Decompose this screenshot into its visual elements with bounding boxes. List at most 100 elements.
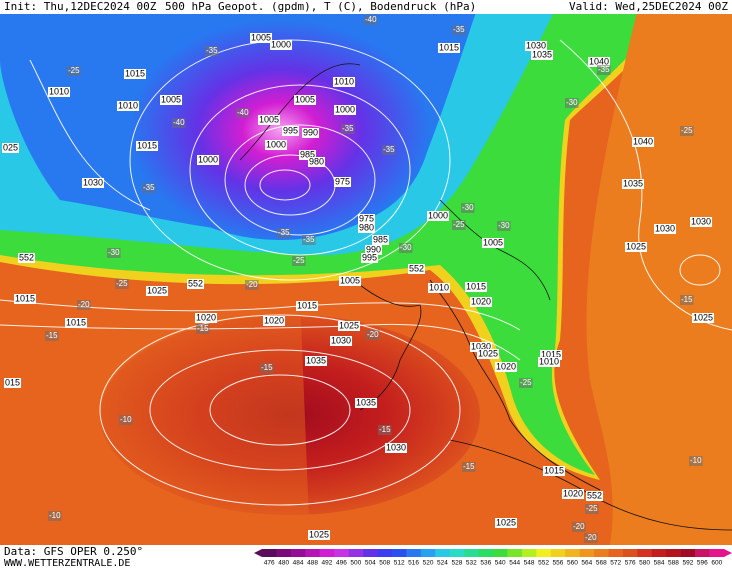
- pressure-label: 1005: [161, 94, 181, 104]
- scale-swatch: [594, 549, 609, 557]
- pressure-label-box: [334, 105, 357, 115]
- valid-time: Valid: Wed,25DEC2024 00Z: [569, 0, 728, 13]
- pressure-label-box: [543, 466, 566, 476]
- temperature-label: -40: [237, 108, 249, 117]
- temperature-label-group: -10: [48, 511, 62, 521]
- temperature-label-box: [378, 425, 392, 435]
- temperature-label-group: -25: [292, 256, 306, 266]
- pressure-label-box: [305, 356, 328, 366]
- scale-swatch: [290, 549, 306, 557]
- scale-label: 572: [610, 560, 621, 567]
- pressure-label-box: [270, 40, 293, 50]
- pressure-label-group: 1005: [250, 32, 273, 43]
- pressure-label: 995: [362, 252, 377, 262]
- map-title: 500 hPa Geopot. (gpdm), T (C), Bodendruc…: [165, 0, 476, 13]
- scale-label: 520: [423, 560, 434, 567]
- temperature-label-group: -15: [378, 425, 392, 435]
- pressure-label-box: [588, 57, 611, 67]
- pressure-label-group: 1005: [160, 94, 183, 105]
- pressure-label: 1020: [264, 315, 284, 325]
- pressure-label-group: 985: [299, 149, 317, 160]
- pressure-label: 1015: [125, 68, 145, 78]
- pressure-label: 1025: [478, 348, 498, 358]
- pressure-label-box: [531, 50, 554, 60]
- pressure-label-box: [265, 140, 288, 150]
- temperature-label: -25: [68, 66, 80, 75]
- pressure-label-box: [197, 155, 220, 165]
- temperature-label-box: [119, 415, 133, 425]
- temperature-label-box: [45, 331, 59, 341]
- temperature-label: -30: [566, 98, 578, 107]
- pressure-label: 995: [283, 125, 298, 135]
- pressure-label-box: [339, 276, 362, 286]
- temperature-label-group: -40: [172, 118, 186, 128]
- pressure-label-box: [308, 530, 331, 540]
- pressure-label: 1000: [198, 154, 218, 164]
- geopotential-label: 552: [188, 278, 203, 288]
- pressure-label: 975: [335, 176, 350, 186]
- temperature-label-box: [48, 511, 62, 521]
- pressure-label-group: 1025: [625, 241, 648, 252]
- pressure-label-box: [470, 297, 493, 307]
- pressure-label-box: [477, 349, 500, 359]
- pressure-label-group: 1035: [622, 178, 645, 189]
- scale-swatch: [305, 549, 321, 557]
- geopotential-label-group: 552: [408, 263, 426, 274]
- temperature-label: -20: [367, 330, 379, 339]
- temperature-label: -15: [261, 363, 273, 372]
- temperature-label-group: -35: [452, 25, 466, 35]
- scale-label: 552: [538, 560, 549, 567]
- temperature-label-box: [107, 248, 121, 258]
- pressure-label: 1030: [331, 335, 351, 345]
- temperature-label-group: -10: [119, 415, 133, 425]
- pressure-label-box: [296, 301, 319, 311]
- pressure-label-group: 1020: [195, 312, 218, 323]
- pressure-label-group: 1010: [538, 356, 561, 367]
- temperature-label-box: [689, 456, 703, 466]
- pressure-label: 1015: [466, 281, 486, 291]
- temperature-label: -20: [78, 300, 90, 309]
- scale-swatch: [565, 549, 580, 557]
- pressure-label-group: 1020: [470, 296, 493, 307]
- scale-swatch: [435, 549, 450, 557]
- pressure-label-group: 1015: [14, 293, 37, 304]
- data-source: Data: GFS OPER 0.250°: [4, 545, 143, 558]
- temperature-label-group: -25: [115, 279, 129, 289]
- pressure-label-group: 1000: [197, 154, 220, 165]
- scale-label: 556: [553, 560, 564, 567]
- geopotential-label-box: [18, 253, 36, 263]
- pressure-label-box: [438, 43, 461, 53]
- scale-swatch: [608, 549, 624, 557]
- temperature-label-group: -35: [597, 65, 611, 75]
- temperature-label-group: -25: [585, 504, 599, 514]
- scale-swatch: [363, 549, 378, 557]
- pressure-label-group: 980: [308, 156, 326, 167]
- pressure-label-group: 995: [282, 125, 300, 136]
- pressure-label: 1010: [118, 100, 138, 110]
- pressure-label: 985: [300, 149, 315, 159]
- pressure-label: 1035: [623, 178, 643, 188]
- temperature-label: -35: [598, 65, 610, 74]
- pressure-label: 1020: [563, 488, 583, 498]
- temperature-label-box: [497, 221, 511, 231]
- temperature-label-group: -40: [236, 108, 250, 118]
- pressure-label-box: [625, 242, 648, 252]
- pressure-label-group: 990: [302, 127, 320, 138]
- scale-label: 536: [480, 560, 491, 567]
- pressure-label: 1040: [633, 136, 653, 146]
- scale-swatch: [536, 549, 552, 557]
- pressure-label-group: 1030: [654, 223, 677, 234]
- pressure-label-group: 1030: [330, 335, 353, 346]
- pressure-label-box: [195, 313, 218, 323]
- temperature-label-group: -35: [277, 228, 291, 238]
- pressure-label-group: 1025: [308, 529, 331, 540]
- temperature-label: -30: [400, 243, 412, 252]
- temperature-label: -25: [520, 378, 532, 387]
- temperature-label-group: -30: [461, 203, 475, 213]
- pressure-label-box: [65, 318, 88, 328]
- temperature-label-group: -25: [452, 220, 466, 230]
- temperature-label-group: -20: [77, 300, 91, 310]
- temperature-label: -35: [278, 228, 290, 237]
- pressure-label-box: [495, 362, 518, 372]
